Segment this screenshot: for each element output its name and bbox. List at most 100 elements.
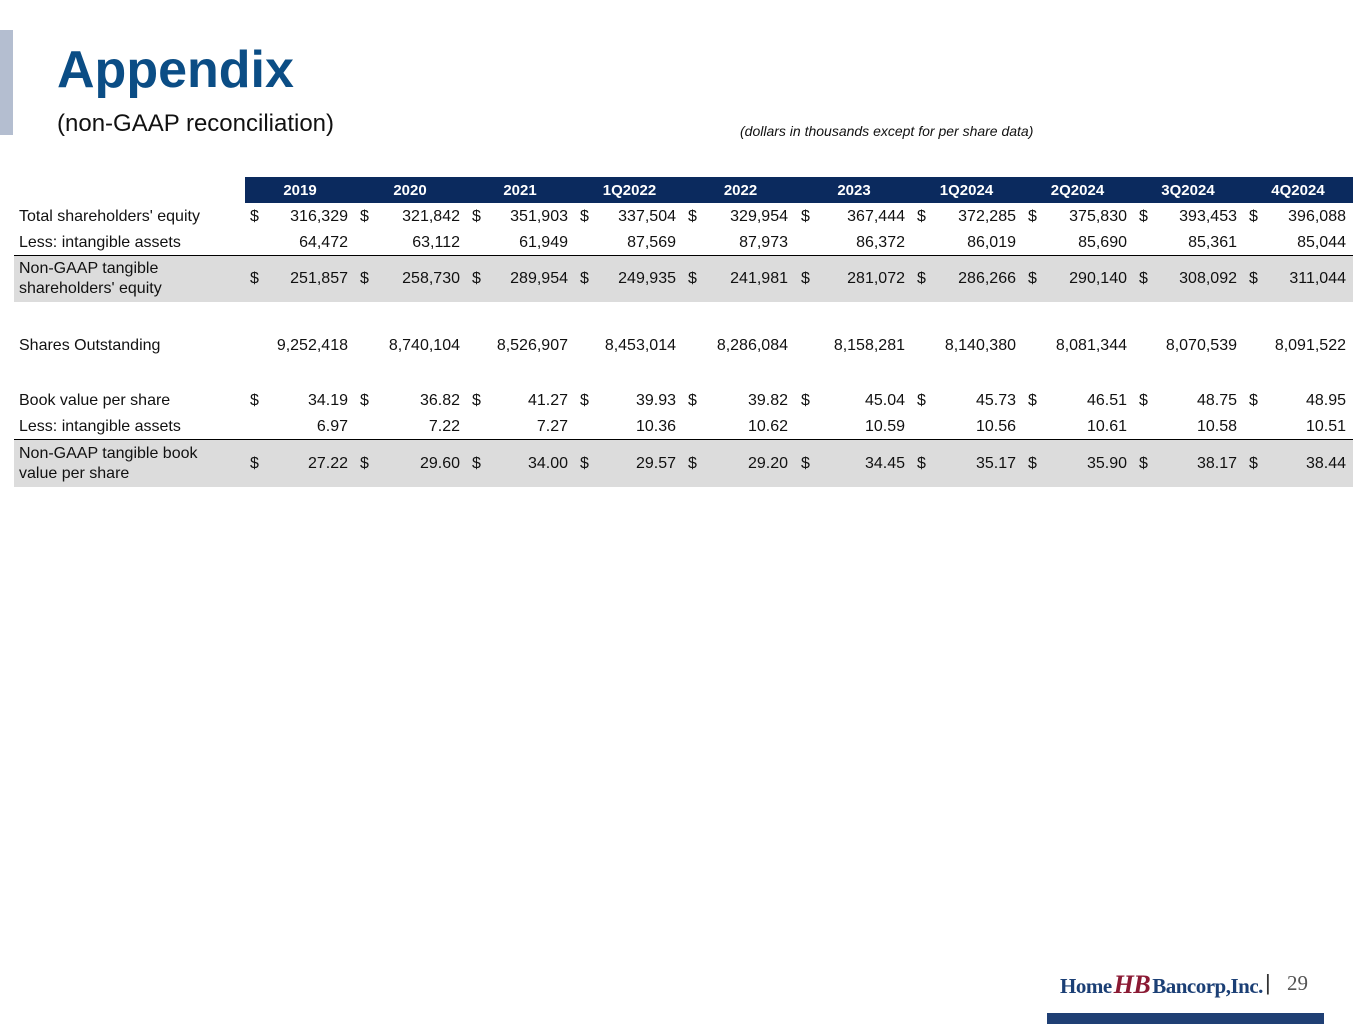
currency-symbol: $ <box>472 208 481 225</box>
currency-symbol: $ <box>917 208 926 225</box>
currency-symbol: $ <box>472 392 481 409</box>
currency-symbol: $ <box>1028 270 1037 287</box>
value: 316,329 <box>290 208 348 225</box>
value: 45.04 <box>864 392 905 409</box>
column-header: 2023 <box>837 181 871 199</box>
value: 8,140,380 <box>944 337 1016 354</box>
row-rule <box>14 439 1353 440</box>
value: 8,070,539 <box>1165 337 1237 354</box>
value: 10.51 <box>1305 417 1346 435</box>
value: 10.58 <box>1196 417 1237 435</box>
value: 337,504 <box>618 208 676 225</box>
column-header: 1Q2024 <box>939 181 994 199</box>
value: 41.27 <box>527 392 568 409</box>
value: 29.20 <box>747 454 788 472</box>
footer-bar <box>1047 1013 1324 1024</box>
value: 9,252,418 <box>276 337 348 354</box>
currency-symbol: $ <box>917 454 926 472</box>
currency-symbol: $ <box>801 270 810 287</box>
currency-symbol: $ <box>250 392 259 409</box>
currency-symbol: $ <box>801 454 810 472</box>
currency-symbol: $ <box>250 270 259 287</box>
currency-symbol: $ <box>580 270 589 287</box>
header-band <box>245 177 1353 203</box>
currency-symbol: $ <box>580 454 589 472</box>
value: 393,453 <box>1179 208 1237 225</box>
currency-symbol: $ <box>1249 208 1258 225</box>
value: 29.57 <box>635 454 676 472</box>
note: (dollars in thousands except for per sha… <box>740 123 1034 139</box>
currency-symbol: $ <box>1139 270 1148 287</box>
value: 45.73 <box>975 392 1016 409</box>
column-header: 2Q2024 <box>1050 181 1105 199</box>
value: 48.95 <box>1305 392 1346 409</box>
value: 286,266 <box>958 270 1016 287</box>
logo-mark: HB <box>1113 970 1151 999</box>
currency-symbol: $ <box>1139 392 1148 409</box>
separator: | <box>1265 970 1271 995</box>
row-shade <box>14 256 1353 302</box>
currency-symbol: $ <box>580 392 589 409</box>
value: 39.93 <box>635 392 676 409</box>
currency-symbol: $ <box>472 454 481 472</box>
value: 8,526,907 <box>496 337 568 354</box>
currency-symbol: $ <box>250 454 259 472</box>
logo: HomeHBBancorp,Inc. <box>1060 970 1263 1000</box>
value: 329,954 <box>730 208 788 225</box>
value: 85,361 <box>1188 233 1237 251</box>
row-label: Less: intangible assets <box>19 233 181 251</box>
value: 85,044 <box>1297 233 1346 251</box>
value: 34.45 <box>864 454 905 472</box>
value: 10.61 <box>1086 417 1127 435</box>
value: 10.56 <box>975 417 1016 435</box>
column-header: 3Q2024 <box>1161 181 1215 199</box>
value: 308,092 <box>1179 270 1237 287</box>
value: 8,158,281 <box>833 337 905 354</box>
accent-bar <box>0 30 13 135</box>
currency-symbol: $ <box>1139 454 1148 472</box>
value: 39.82 <box>747 392 788 409</box>
value: 27.22 <box>307 454 348 472</box>
column-header: 2022 <box>723 181 758 199</box>
currency-symbol: $ <box>688 392 697 409</box>
row-label: Book value per share <box>19 392 171 409</box>
currency-symbol: $ <box>1249 454 1258 472</box>
value: 281,072 <box>847 270 905 287</box>
value: 289,954 <box>510 270 568 287</box>
value: 372,285 <box>958 208 1016 225</box>
page-number: 29 <box>1287 971 1308 995</box>
row-label: Non-GAAP tangible book value per share <box>19 444 198 482</box>
value: 10.36 <box>635 417 676 435</box>
currency-symbol: $ <box>688 208 697 225</box>
value: 375,830 <box>1069 208 1127 225</box>
value: 35.90 <box>1086 454 1127 472</box>
currency-symbol: $ <box>917 270 926 287</box>
currency-symbol: $ <box>1139 208 1148 225</box>
column-header: 4Q2024 <box>1271 181 1325 199</box>
value: 6.97 <box>316 417 348 435</box>
value: 7.22 <box>428 417 460 435</box>
value: 8,453,014 <box>604 337 676 354</box>
row-label: Shares Outstanding <box>19 337 161 354</box>
currency-symbol: $ <box>1028 208 1037 225</box>
row-rule <box>14 255 1353 256</box>
value: 29.60 <box>419 454 460 472</box>
value: 8,740,104 <box>388 337 460 354</box>
currency-symbol: $ <box>917 392 926 409</box>
value: 38.44 <box>1305 454 1346 472</box>
currency-symbol: $ <box>1028 392 1037 409</box>
value: 87,973 <box>739 233 788 251</box>
value: 8,091,522 <box>1274 337 1346 354</box>
value: 351,903 <box>510 208 568 225</box>
currency-symbol: $ <box>801 208 810 225</box>
title: Appendix <box>57 41 294 99</box>
currency-symbol: $ <box>688 454 697 472</box>
column-header: 1Q2022 <box>602 181 657 199</box>
value: 46.51 <box>1086 392 1127 409</box>
value: 34.19 <box>307 392 348 409</box>
currency-symbol: $ <box>1028 454 1037 472</box>
currency-symbol: $ <box>688 270 697 287</box>
value: 251,857 <box>290 270 348 287</box>
value: 321,842 <box>402 208 460 225</box>
